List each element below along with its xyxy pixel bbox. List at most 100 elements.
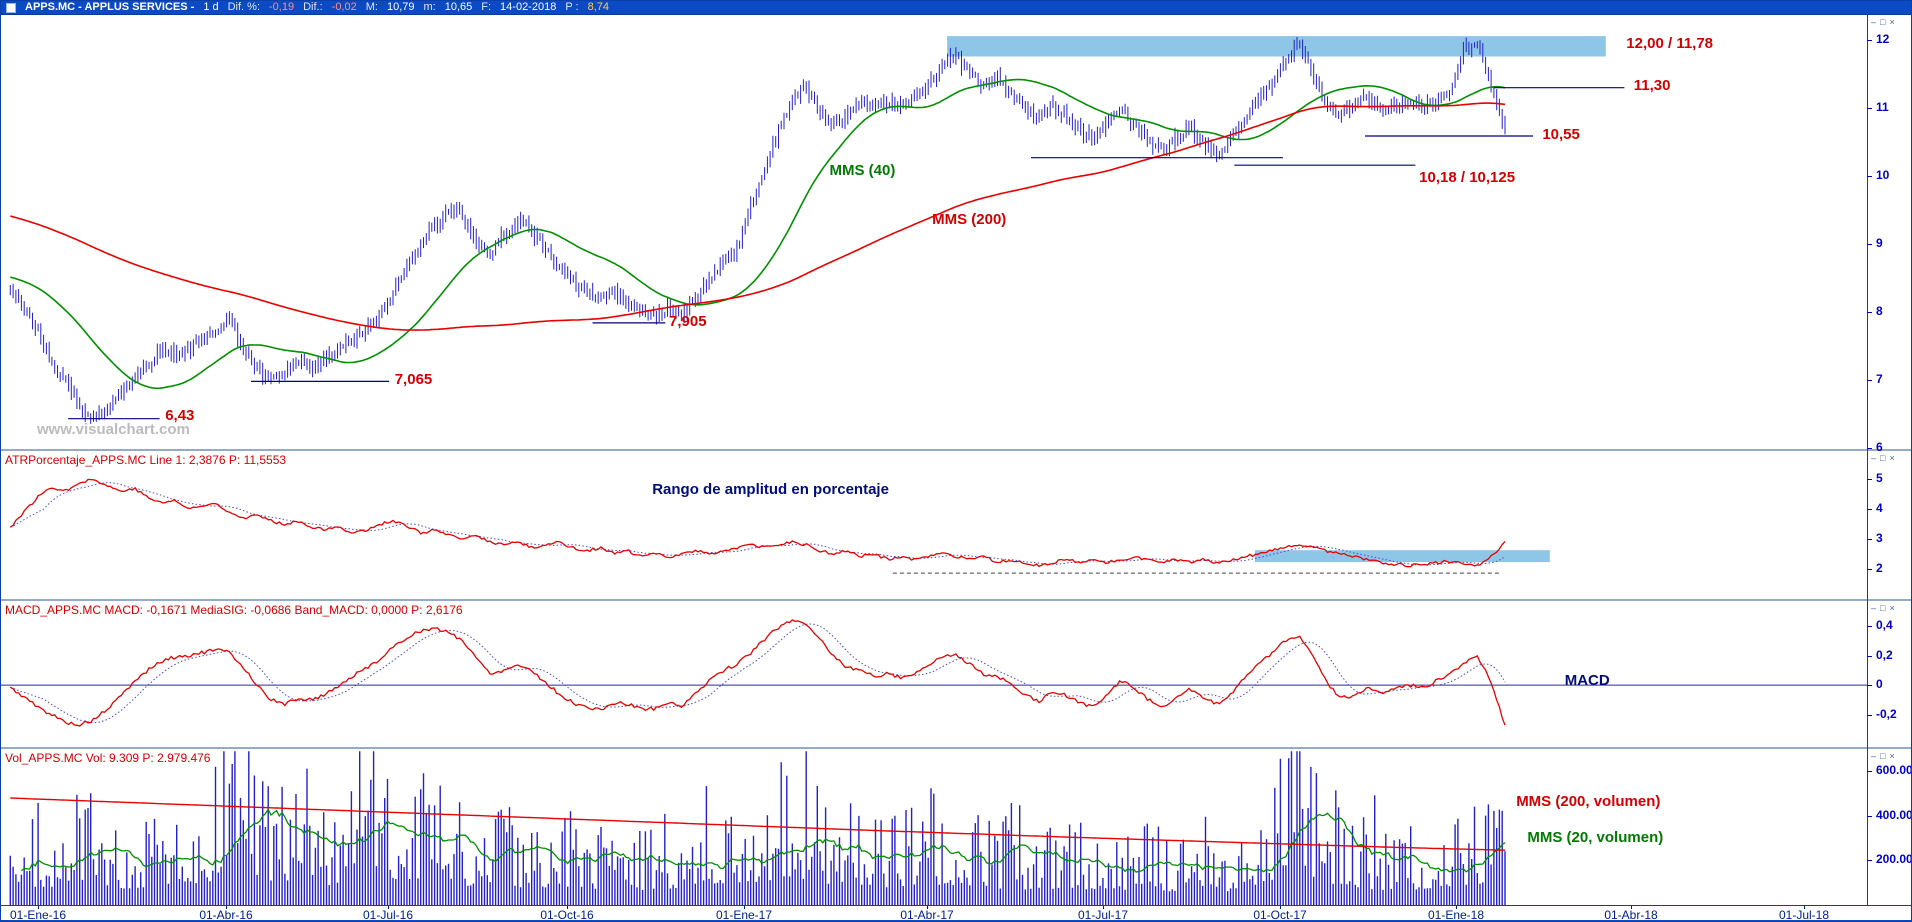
- x-axis-tick: [927, 906, 928, 909]
- y-axis-tick: [1867, 569, 1872, 570]
- restore-icon[interactable]: □: [1880, 453, 1886, 463]
- max-label: M:: [365, 1, 378, 13]
- y-axis-label: 5: [1876, 471, 1883, 485]
- y-axis-tick: [1867, 176, 1872, 177]
- x-axis-tick: [1103, 906, 1104, 909]
- x-axis-tick: [226, 906, 227, 909]
- x-axis-label: 01-Abr-17: [900, 908, 954, 922]
- x-axis-label: 01-Ene-16: [9, 908, 67, 922]
- symbol-title: APPS.MC - APPLUS SERVICES -: [25, 1, 195, 13]
- close-icon[interactable]: ×: [1889, 17, 1895, 27]
- titlebar[interactable]: APPS.MC - APPLUS SERVICES - 1 d Dif. %: …: [1, 1, 1911, 15]
- x-axis-tick: [567, 906, 568, 909]
- price-label: P :: [565, 1, 579, 13]
- x-axis-label: 01-Oct-16: [540, 908, 594, 922]
- macd-panel-controls: – □ ×: [1871, 603, 1911, 613]
- y-axis-label: 3: [1876, 531, 1883, 545]
- dif-pct-value: -0,19: [269, 1, 295, 13]
- min-label: m:: [423, 1, 436, 13]
- x-axis-tick: [1804, 906, 1805, 909]
- restore-icon[interactable]: □: [1880, 751, 1886, 761]
- y-axis-tick: [1867, 626, 1872, 627]
- macd-chart[interactable]: [1, 601, 1868, 747]
- y-axis-tick: [1867, 816, 1872, 817]
- y-axis-label: 0,4: [1876, 618, 1893, 632]
- min-value: 10,65: [444, 1, 473, 13]
- window-bottom-frame: [1, 920, 1911, 921]
- timeframe-label: 1 d: [203, 1, 219, 13]
- watermark: www.visualchart.com: [37, 421, 190, 438]
- x-axis-tick: [1631, 906, 1632, 909]
- x-axis-tick: [388, 906, 389, 909]
- atr-band: [1255, 550, 1550, 563]
- y-axis-label: 8: [1876, 304, 1883, 318]
- panel-separator[interactable]: [1, 747, 1911, 749]
- y-axis-tick: [1867, 479, 1872, 480]
- volume-mms20-line: [20, 808, 1506, 873]
- atr-signal-line: [10, 482, 1506, 566]
- atr-header: ATRPorcentaje_APPS.MC Line 1: 2,3876 P: …: [5, 453, 287, 467]
- price-panel-controls: – □ ×: [1871, 17, 1911, 27]
- y-axis-label: 200.000: [1876, 852, 1911, 866]
- macd-signal-line: [10, 623, 1506, 723]
- x-axis-label: 01-Abr-16: [199, 908, 253, 922]
- panel-separator[interactable]: [1, 449, 1911, 451]
- minimize-icon[interactable]: –: [1871, 751, 1877, 761]
- mms40-line: [10, 78, 1506, 390]
- volume-chart[interactable]: [1, 749, 1868, 905]
- y-axis-label: 6: [1876, 440, 1883, 454]
- dif-pct-label: Dif. %:: [227, 1, 261, 13]
- y-axis-label: 0,2: [1876, 648, 1893, 662]
- mms200-line: [10, 102, 1506, 331]
- y-axis-label: 11: [1876, 100, 1889, 114]
- volume-bars: [9, 751, 1506, 905]
- macd-header: MACD_APPS.MC MACD: -0,1671 MediaSIG: -0,…: [5, 603, 463, 617]
- y-axis-tick: [1867, 108, 1872, 109]
- macd-line: [9, 619, 1506, 727]
- y-axis-column: 12 11 10 9 8 7 6 5 4 3 2 0,4 0,2 0 -0,2 600.000 400.000 2…: [1867, 1, 1911, 921]
- y-axis-tick: [1867, 715, 1872, 716]
- y-axis-label: 9: [1876, 236, 1883, 250]
- y-axis-tick: [1867, 509, 1872, 510]
- x-axis-tick: [38, 906, 39, 909]
- panel-separator[interactable]: [1, 599, 1911, 601]
- minimize-icon[interactable]: –: [1871, 603, 1877, 613]
- atr-chart[interactable]: [1, 451, 1868, 599]
- y-axis-tick: [1867, 656, 1872, 657]
- restore-icon[interactable]: □: [1880, 603, 1886, 613]
- y-axis-tick: [1867, 448, 1872, 449]
- y-axis-label: 4: [1876, 501, 1883, 515]
- price-chart[interactable]: [1, 15, 1868, 450]
- close-icon[interactable]: ×: [1889, 603, 1895, 613]
- max-value: 10,79: [386, 1, 415, 13]
- atr-line: [9, 478, 1506, 568]
- date-value: 14-02-2018: [500, 1, 557, 13]
- x-axis-tick: [1456, 906, 1457, 909]
- y-axis-label: -0,2: [1876, 707, 1897, 721]
- x-axis-tick: [744, 906, 745, 909]
- y-axis-label: 7: [1876, 372, 1883, 386]
- y-axis-label: 0: [1876, 677, 1883, 691]
- volume-panel-controls: – □ ×: [1871, 751, 1911, 761]
- app-icon: [6, 3, 16, 13]
- y-axis-label: 2: [1876, 561, 1883, 575]
- x-axis-label: 01-Ene-17: [715, 908, 773, 922]
- y-axis-label: 12: [1876, 32, 1890, 46]
- dif-label: Dif.:: [303, 1, 323, 13]
- restore-icon[interactable]: □: [1880, 17, 1886, 27]
- x-axis-label: 01-Oct-17: [1253, 908, 1307, 922]
- x-axis-label: 01-Jul-18: [1778, 908, 1830, 922]
- date-label: F:: [481, 1, 492, 13]
- minimize-icon[interactable]: –: [1871, 453, 1877, 463]
- close-icon[interactable]: ×: [1889, 751, 1895, 761]
- minimize-icon[interactable]: –: [1871, 17, 1877, 27]
- x-axis-bar: 01-Ene-16 01-Abr-16 01-Jul-16 01-Oct-16 01-E…: [1, 905, 1911, 922]
- close-icon[interactable]: ×: [1889, 453, 1895, 463]
- y-axis-tick: [1867, 539, 1872, 540]
- resistance-band: [947, 36, 1606, 57]
- x-axis-tick: [1280, 906, 1281, 909]
- price-bars: [9, 37, 1506, 424]
- y-axis-label: 400.000: [1876, 808, 1911, 822]
- y-axis-tick: [1867, 771, 1872, 772]
- y-axis-label: 10: [1876, 168, 1890, 182]
